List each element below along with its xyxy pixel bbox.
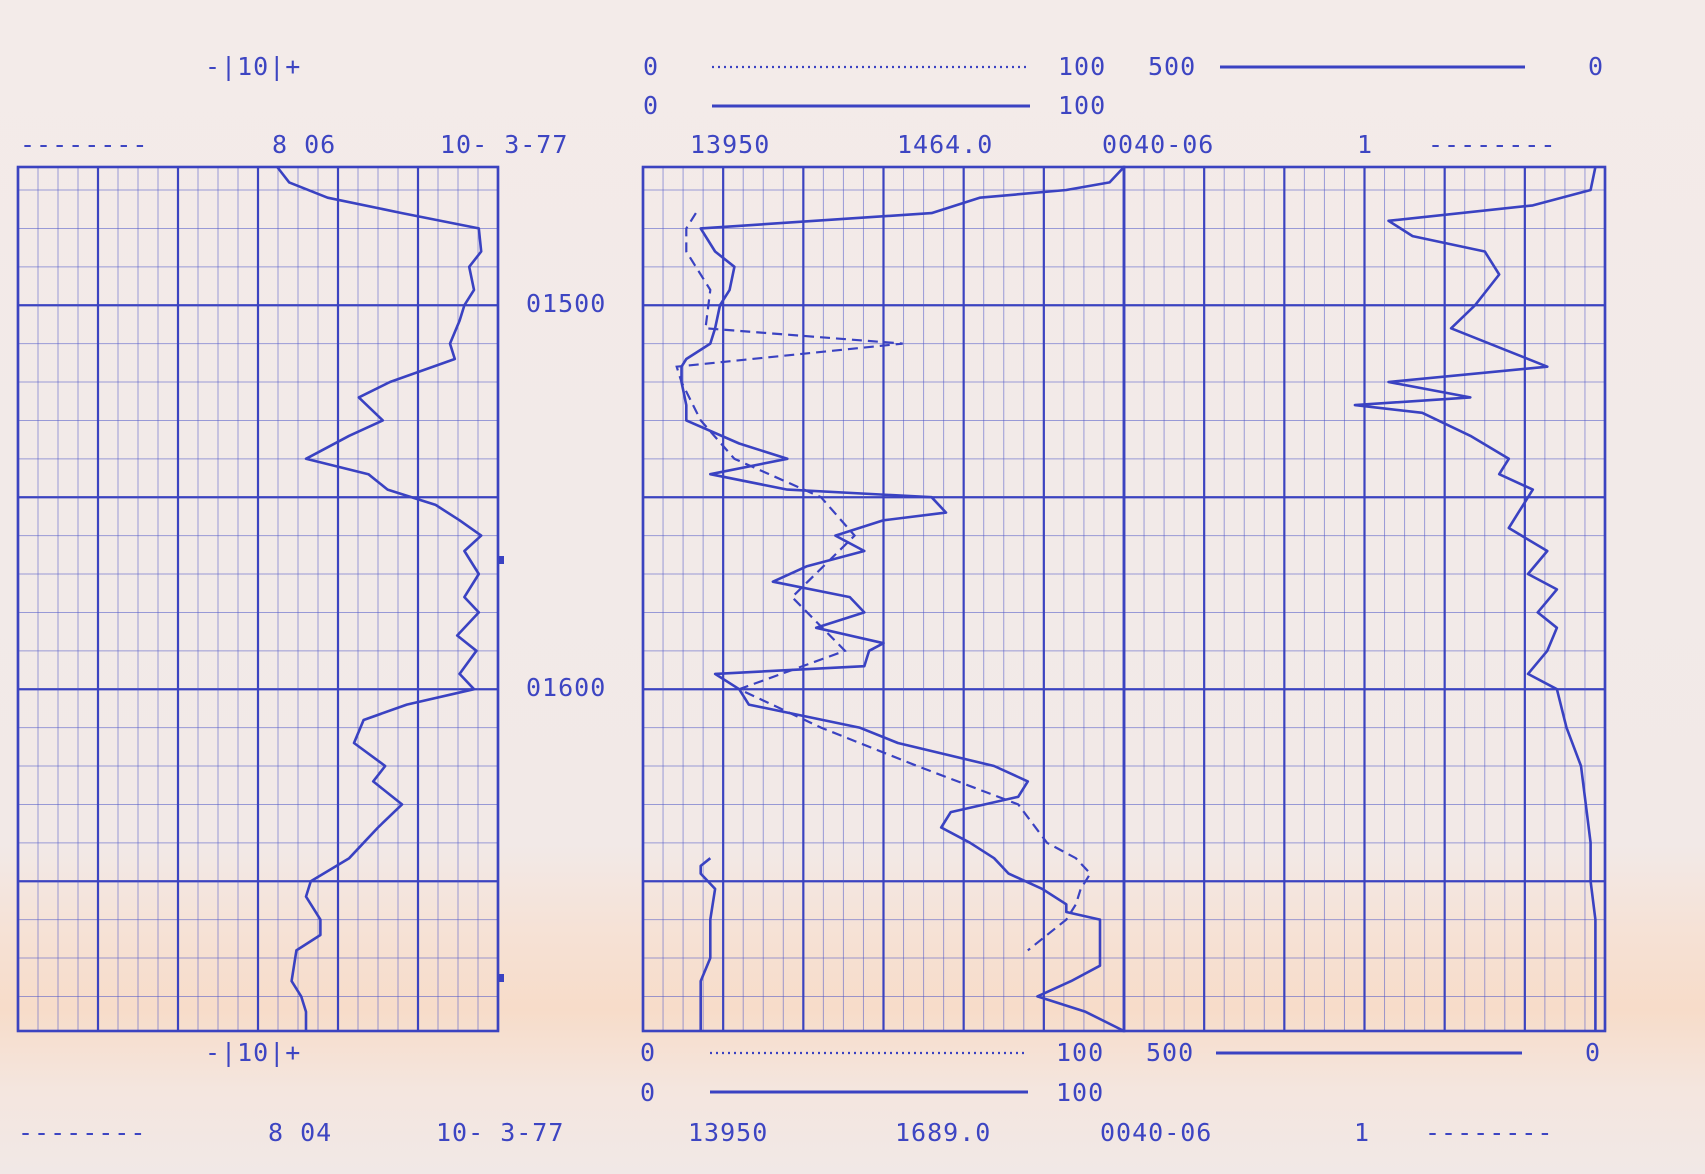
top-scale-b-left: 0 bbox=[643, 91, 660, 120]
top-dashes-left: -------- bbox=[20, 130, 149, 159]
bottom-scale-a-left: 0 bbox=[640, 1038, 657, 1067]
top-depth: 1464.0 bbox=[897, 130, 994, 159]
track3-curve bbox=[1353, 166, 1597, 1031]
top-date: 10- 3-77 bbox=[440, 130, 569, 159]
series-line-1 bbox=[680, 166, 1125, 1033]
bottom-date: 10- 3-77 bbox=[436, 1118, 565, 1147]
bottom-scale-b-right: 100 bbox=[1056, 1078, 1105, 1107]
marker-tick bbox=[499, 974, 504, 982]
top-dashes-right: -------- bbox=[1428, 130, 1557, 159]
track-border bbox=[1122, 165, 1607, 1033]
bottom-scale-c-right: 0 bbox=[1585, 1038, 1602, 1067]
log-curves bbox=[276, 166, 1597, 1033]
depth-label: 01500 bbox=[526, 289, 607, 319]
series-line-0 bbox=[276, 166, 483, 1031]
series-line-2 bbox=[675, 212, 1092, 952]
bottom-scale-a-right: 100 bbox=[1056, 1038, 1105, 1067]
bottom-dashes-left: -------- bbox=[18, 1118, 147, 1147]
marker-tick bbox=[499, 556, 504, 564]
bottom-scale-c-left: 500 bbox=[1146, 1038, 1195, 1067]
bottom-scale-b-left: 0 bbox=[640, 1078, 657, 1107]
track-border bbox=[16, 165, 500, 1033]
bottom-track1-scale: -|10|+ bbox=[205, 1038, 302, 1067]
top-run: 1 bbox=[1357, 130, 1374, 159]
top-id: 13950 bbox=[690, 130, 771, 159]
top-track1-scale: -|10|+ bbox=[205, 52, 302, 81]
bottom-file: 0040-06 bbox=[1100, 1118, 1213, 1147]
top-scale-c-right: 0 bbox=[1588, 52, 1605, 81]
bottom-dashes-right: -------- bbox=[1425, 1118, 1554, 1147]
top-code: 8 06 bbox=[272, 130, 337, 159]
top-scale-a-left: 0 bbox=[643, 52, 660, 81]
bottom-depth: 1689.0 bbox=[895, 1118, 992, 1147]
track2-lower-curve bbox=[699, 857, 717, 1031]
bottom-id: 13950 bbox=[688, 1118, 769, 1147]
log-grid bbox=[16, 165, 1607, 1033]
top-scale-a-right: 100 bbox=[1058, 52, 1107, 81]
top-scale-b-right: 100 bbox=[1058, 91, 1107, 120]
top-file: 0040-06 bbox=[1102, 130, 1215, 159]
bottom-code: 8 04 bbox=[268, 1118, 333, 1147]
depth-label: 01600 bbox=[526, 673, 607, 703]
top-scale-c-left: 500 bbox=[1148, 52, 1197, 81]
bottom-run: 1 bbox=[1354, 1118, 1371, 1147]
